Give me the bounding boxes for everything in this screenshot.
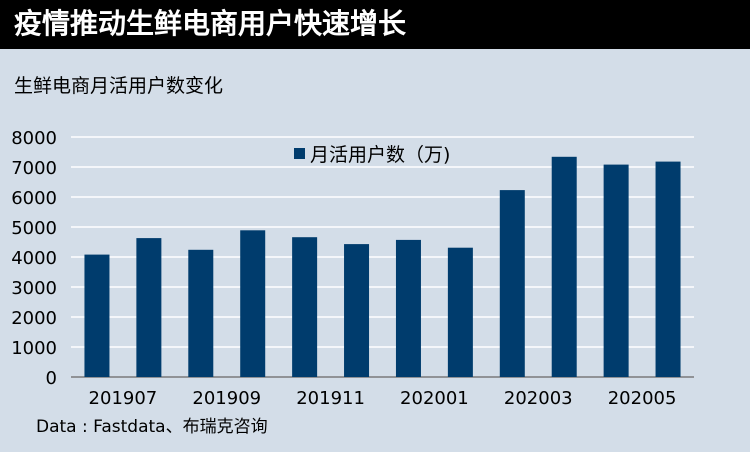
page-title: 疫情推动生鲜电商用户快速增长 bbox=[14, 7, 407, 40]
x-tick-label: 201911 bbox=[296, 388, 365, 409]
y-tick-label: 2000 bbox=[11, 308, 57, 329]
bar-202003 bbox=[499, 190, 525, 377]
title-bar: 疫情推动生鲜电商用户快速增长 bbox=[0, 0, 750, 49]
bar-201912 bbox=[344, 244, 370, 377]
y-axis-ticks: 0 1000 2000 3000 4000 5000 6000 7000 8000 bbox=[11, 128, 57, 389]
bar-202001 bbox=[395, 239, 421, 377]
y-tick-label: 4000 bbox=[11, 248, 57, 269]
bars bbox=[84, 156, 681, 377]
legend-label: 月活用户数（万) bbox=[310, 144, 450, 166]
chart-subtitle: 生鲜电商月活用户数变化 bbox=[14, 75, 224, 97]
data-source: Data : Fastdata、布瑞克咨询 bbox=[36, 417, 268, 437]
y-tick-label: 1000 bbox=[11, 338, 57, 359]
x-axis-ticks: 201907 201909 201911 202001 202003 202005 bbox=[89, 388, 677, 409]
y-tick-label: 3000 bbox=[11, 278, 57, 299]
y-tick-label: 7000 bbox=[11, 158, 57, 179]
bar-201909 bbox=[188, 249, 214, 377]
x-tick-label: 202001 bbox=[400, 388, 469, 409]
x-tick-label: 201907 bbox=[89, 388, 158, 409]
x-tick-label: 202003 bbox=[504, 388, 573, 409]
bar-201911 bbox=[292, 237, 318, 377]
y-tick-label: 6000 bbox=[11, 188, 57, 209]
bar-202004 bbox=[551, 156, 577, 377]
x-tick-label: 201909 bbox=[192, 388, 261, 409]
y-tick-label: 8000 bbox=[11, 128, 57, 149]
bar-202006 bbox=[655, 161, 681, 377]
bar-202005 bbox=[603, 164, 629, 377]
y-tick-label: 5000 bbox=[11, 218, 57, 239]
bar-201907 bbox=[84, 254, 110, 377]
y-tick-label: 0 bbox=[46, 368, 57, 389]
legend-swatch bbox=[294, 148, 305, 159]
bar-201908 bbox=[136, 238, 162, 377]
bar-201910 bbox=[240, 230, 266, 377]
legend: 月活用户数（万) bbox=[294, 144, 450, 166]
bar-202002 bbox=[447, 247, 473, 377]
gridlines bbox=[71, 136, 694, 378]
x-tick-label: 202005 bbox=[608, 388, 677, 409]
